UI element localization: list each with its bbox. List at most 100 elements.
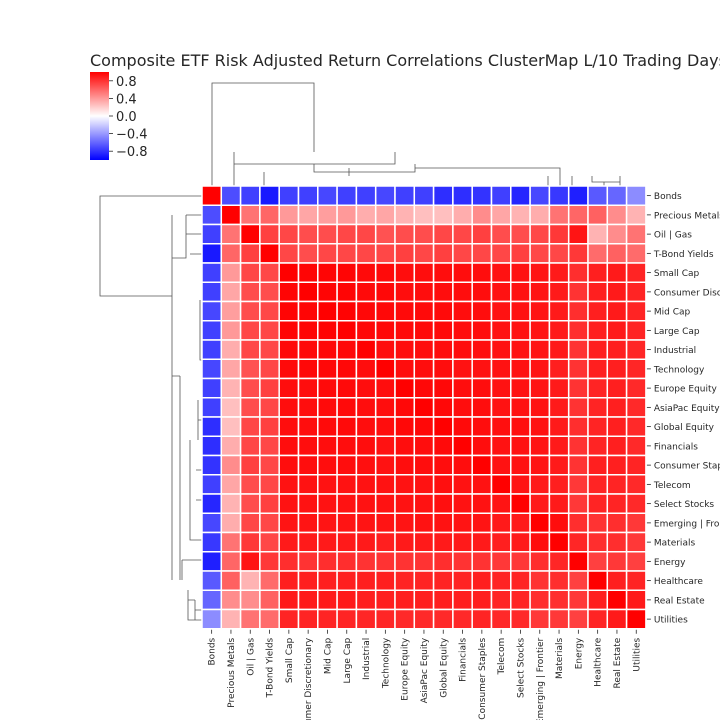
heatmap-cell xyxy=(278,512,300,534)
heatmap-cell xyxy=(606,358,628,380)
heatmap-cell xyxy=(336,474,358,495)
heatmap-cell xyxy=(606,454,628,476)
heatmap-cell xyxy=(490,493,512,514)
heatmap-cell xyxy=(220,320,242,341)
heatmap-cell xyxy=(548,493,570,514)
heatmap-cell xyxy=(297,512,319,534)
heatmap-cell xyxy=(317,223,338,245)
heatmap-cell xyxy=(567,223,589,245)
heatmap-cell xyxy=(336,262,358,283)
heatmap-cell xyxy=(471,243,493,264)
heatmap-cell xyxy=(413,416,435,437)
heatmap-cell xyxy=(336,281,358,303)
colorbar: 0.8 0.4 0.0 −0.4 −0.8 xyxy=(90,72,148,160)
heatmap-cell xyxy=(413,281,435,303)
heatmap-cell xyxy=(259,204,280,226)
heatmap-cell xyxy=(606,397,628,418)
column-label: Utilities xyxy=(632,637,642,671)
heatmap-cell xyxy=(413,608,435,630)
heatmap-cell xyxy=(471,397,493,418)
heatmap-cell xyxy=(297,377,319,399)
heatmap-cell xyxy=(278,589,300,611)
heatmap-cell xyxy=(510,512,531,534)
heatmap-cell xyxy=(587,435,609,457)
heatmap-cell xyxy=(220,474,242,495)
heatmap-cell xyxy=(394,454,416,476)
heatmap-cell xyxy=(201,416,223,437)
heatmap-cell xyxy=(529,416,551,437)
heatmap-cell xyxy=(355,358,377,380)
heatmap-cell xyxy=(374,493,396,514)
heatmap-cell xyxy=(490,320,512,341)
heatmap-cell xyxy=(625,185,647,206)
heatmap-cell xyxy=(374,300,396,322)
heatmap-cell xyxy=(239,608,261,630)
heatmap-cell xyxy=(336,243,358,264)
heatmap-cell xyxy=(259,358,280,380)
heatmap-cell xyxy=(259,551,280,572)
heatmap-cell xyxy=(374,551,396,572)
heatmap-cell xyxy=(529,204,551,226)
heatmap-cell xyxy=(239,493,261,514)
heatmap-cell xyxy=(336,185,358,206)
heatmap-cell xyxy=(220,589,242,611)
heatmap-cell xyxy=(239,204,261,226)
heatmap-cell xyxy=(490,435,512,457)
heatmap-cell xyxy=(336,531,358,553)
heatmap-cell xyxy=(297,435,319,457)
heatmap-cell xyxy=(201,358,223,380)
heatmap-cell xyxy=(394,358,416,380)
heatmap-cell xyxy=(297,397,319,418)
heatmap-cell xyxy=(471,531,493,553)
heatmap-cell xyxy=(606,185,628,206)
heatmap-cell xyxy=(336,300,358,322)
heatmap-cell xyxy=(567,416,589,437)
heatmap-cell xyxy=(452,243,473,264)
heatmap-cell xyxy=(317,416,338,437)
heatmap-cell xyxy=(201,493,223,514)
heatmap-cell xyxy=(432,474,454,495)
heatmap-cell xyxy=(374,377,396,399)
column-labels: Bonds Precious Metals Oil | Gas T-Bond Yiel… xyxy=(208,629,642,720)
heatmap-cell xyxy=(490,608,512,630)
heatmap-cell xyxy=(567,320,589,341)
heatmap-cell xyxy=(394,377,416,399)
heatmap-cell xyxy=(317,243,338,264)
heatmap-cell xyxy=(297,608,319,630)
heatmap-cell xyxy=(587,204,609,226)
heatmap-cell xyxy=(394,474,416,495)
heatmap-cell xyxy=(355,185,377,206)
row-label: AsiaPac Equity xyxy=(654,404,720,414)
heatmap-cell xyxy=(259,493,280,514)
heatmap-cell xyxy=(548,262,570,283)
heatmap-cell xyxy=(297,262,319,283)
heatmap-cell xyxy=(452,339,473,360)
heatmap-cell xyxy=(490,281,512,303)
heatmap-cell xyxy=(336,454,358,476)
row-label: Materials xyxy=(654,539,696,549)
heatmap-cell xyxy=(278,551,300,572)
heatmap-cell xyxy=(471,454,493,476)
heatmap-cell xyxy=(471,589,493,611)
heatmap-cell xyxy=(394,397,416,418)
heatmap-cell xyxy=(220,454,242,476)
heatmap-cell xyxy=(317,493,338,514)
heatmap-cell xyxy=(355,416,377,437)
heatmap-cell xyxy=(606,512,628,534)
heatmap-cell xyxy=(587,416,609,437)
colorbar-gradient xyxy=(90,72,109,160)
heatmap-cell xyxy=(278,262,300,283)
heatmap-cell xyxy=(317,377,338,399)
heatmap-cell xyxy=(278,608,300,630)
heatmap-cell xyxy=(413,358,435,380)
heatmap-cell xyxy=(606,339,628,360)
heatmap-cell xyxy=(374,223,396,245)
heatmap-cell xyxy=(510,262,531,283)
heatmap-cell xyxy=(394,570,416,591)
row-label: Large Cap xyxy=(654,327,700,337)
row-label: Industrial xyxy=(654,346,696,356)
heatmap-cell xyxy=(259,531,280,553)
heatmap-cell xyxy=(625,320,647,341)
heatmap-cell xyxy=(548,416,570,437)
heatmap-cell xyxy=(452,300,473,322)
